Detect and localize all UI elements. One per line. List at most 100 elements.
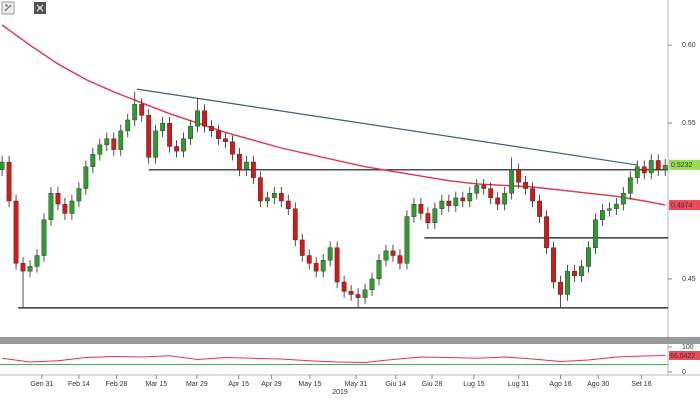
candle-body: [383, 250, 389, 261]
candle-body: [397, 255, 403, 264]
candle-body: [83, 166, 89, 189]
candle-body: [467, 193, 473, 202]
candle-body: [27, 266, 33, 272]
candle-body: [411, 203, 417, 217]
ma-price-badge-label: 0.4974: [671, 202, 693, 209]
candle-body: [613, 203, 619, 209]
candle-body: [509, 169, 515, 194]
candle-body: [362, 289, 368, 298]
candle-body: [627, 177, 633, 194]
x-tick-label: Feb 28: [106, 381, 128, 388]
candle-body: [146, 115, 152, 158]
candle-body: [355, 294, 361, 298]
x-tick-label: Ago 16: [549, 381, 571, 388]
candle-body: [202, 110, 207, 127]
candle-body: [369, 278, 375, 291]
x-axis-label: 2019: [332, 389, 348, 396]
candle-body: [174, 146, 179, 152]
x-tick-label: Apr 29: [261, 381, 282, 388]
candle-body: [76, 188, 82, 202]
candle-body: [6, 161, 12, 202]
candle-body: [257, 177, 263, 202]
x-tick-label: Feb 14: [68, 381, 90, 388]
rsi-badge: [669, 350, 700, 360]
candle-body: [606, 208, 612, 211]
candle-body: [153, 130, 159, 158]
candle-body: [593, 219, 598, 248]
candle-body: [662, 164, 668, 171]
last-price-badge-label: 0.5232: [671, 162, 693, 169]
candle-body: [599, 210, 605, 220]
candle-body: [223, 138, 228, 142]
candle-body: [390, 250, 396, 256]
candle-body: [641, 166, 647, 174]
candle-body: [34, 255, 40, 267]
candle-body: [13, 200, 19, 264]
candle-body: [48, 193, 54, 220]
candle-body: [243, 161, 249, 171]
candle-body: [62, 203, 68, 214]
candle-body: [181, 138, 186, 152]
candle-body: [139, 104, 145, 116]
candle-body: [111, 138, 117, 150]
x-tick-label: Mar 29: [186, 381, 208, 388]
candle-body: [306, 255, 312, 264]
candle-body: [530, 188, 535, 202]
candle-body: [195, 110, 200, 127]
candle-body: [425, 213, 431, 224]
candle-body: [586, 247, 591, 267]
x-tick-label: Gen 31: [30, 381, 53, 388]
x-tick-label: Ago 30: [587, 381, 609, 388]
candle-body: [41, 219, 47, 256]
candle-body: [418, 203, 424, 214]
tool-icon: [36, 4, 44, 12]
candle-body: [446, 200, 452, 206]
candle-body: [216, 130, 221, 139]
candle-body: [132, 104, 138, 121]
x-tick-label: Apr 15: [228, 381, 249, 388]
panel-divider: [0, 337, 700, 344]
candle-body: [0, 161, 5, 171]
candle-body: [188, 126, 193, 139]
x-tick-label: May 15: [298, 381, 321, 388]
x-tick-label: Mar 15: [145, 381, 167, 388]
last-price-badge: [669, 159, 700, 170]
candle-body: [97, 144, 103, 155]
candle-body: [292, 208, 298, 241]
toolbar[interactable]: [1, 1, 46, 15]
candle-body: [404, 216, 410, 264]
y-tick-label: 0.60: [682, 42, 696, 49]
candle-body: [620, 193, 626, 205]
x-tick-label: Giu 28: [422, 381, 443, 388]
candle-body: [55, 193, 61, 205]
candle-body: [439, 200, 445, 209]
candle-body: [90, 154, 96, 167]
candle-body: [648, 160, 654, 174]
candle-body: [460, 197, 466, 202]
candle-body: [572, 270, 577, 276]
tool-icon: [4, 4, 12, 12]
x-tick-label: Lug 31: [508, 381, 530, 388]
candle-body: [334, 247, 340, 283]
candle-body: [348, 291, 354, 295]
candle-body: [285, 200, 291, 209]
candle-body: [278, 193, 284, 202]
candle-body: [230, 141, 235, 155]
candle-body: [299, 239, 305, 256]
candle-body: [495, 197, 501, 205]
candle-body: [634, 166, 640, 178]
candle-body: [481, 185, 487, 189]
y-tick-label: 0.55: [682, 120, 696, 127]
annotation-line: [136, 88, 638, 166]
candle-body: [516, 169, 522, 183]
candle-body: [160, 122, 166, 132]
x-tick-label: Giu 14: [385, 381, 406, 388]
candle-body: [167, 122, 173, 147]
candle-body: [20, 263, 26, 272]
candle-body: [655, 160, 661, 171]
x-tick-label: Lug 15: [463, 381, 485, 388]
candle-body: [104, 138, 110, 146]
candle-body: [579, 266, 584, 276]
